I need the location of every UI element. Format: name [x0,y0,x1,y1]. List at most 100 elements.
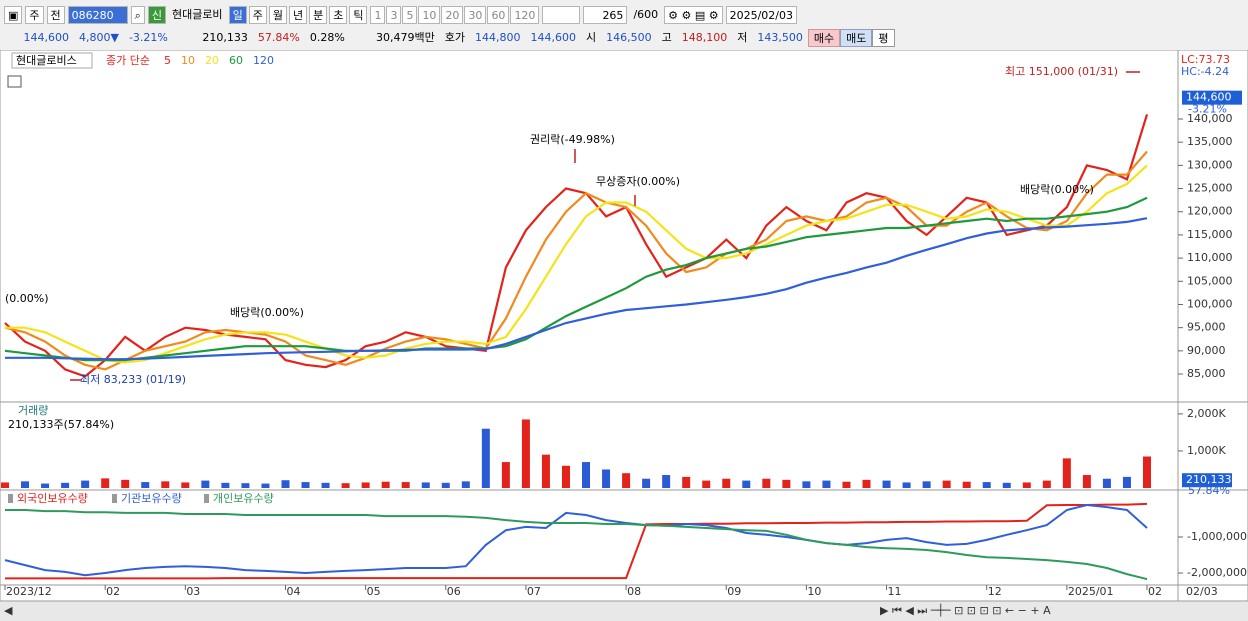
code-input[interactable]: 086280 [67,6,128,24]
volume-bar [862,479,871,488]
volume-bar [1042,480,1051,488]
y-tick-label: -1,000,000 [1187,530,1247,543]
volume-bar [401,482,410,488]
volume-bar [702,480,711,488]
interval-button[interactable]: 5 [402,6,418,24]
volume-bar [1102,478,1111,488]
period-button[interactable]: 틱 [349,6,368,24]
volume-bar [321,482,330,488]
volume-bar [1082,475,1091,488]
period-button[interactable]: 일 [228,6,247,24]
legend-title: 종가 단순 [106,54,150,67]
volume-bar [21,481,30,488]
blank-select[interactable] [542,6,581,24]
interval-button[interactable]: 120 [510,6,540,24]
tool-icons[interactable]: ⚙ ⚙ ▤ ⚙ [664,6,723,24]
interval-button[interactable]: 30 [464,6,487,24]
table-icon[interactable] [7,75,22,88]
x-tick-label: 10 [807,585,821,598]
x-tick-label: 02 [106,585,120,598]
last-price-box [1182,90,1242,105]
x-tick-label: 03 [186,585,200,598]
amount: 30,479백만 [376,31,435,44]
indicator: HC:-4.24 [1181,65,1229,78]
period-button[interactable]: 년 [288,6,308,24]
legend-entry: 5 [164,54,171,67]
change: 4,800▼ [79,31,119,44]
x-tick-label: 12 [988,585,1002,598]
legend-entry: 기관보유수량 [121,492,182,505]
y-tick-label: 125,000 [1187,182,1233,195]
volume-bar [622,473,631,488]
annotation: 무상증자(0.00%) [596,175,680,188]
chart-title: 현대글로비스 [16,54,77,67]
legend-swatch [112,494,117,503]
open-label: 시 [586,31,597,44]
period-button[interactable]: 초 [329,6,348,24]
volume-bar [441,482,450,488]
volume-bar [842,481,851,488]
menu-icon[interactable]: ▣ [4,6,23,24]
volume-bar [381,481,390,488]
legend-box [11,52,93,69]
x-tick-label: 07 [527,585,541,598]
sell-button[interactable]: 매도 [840,29,873,47]
interval-button[interactable]: 20 [441,6,464,24]
volume-bar [1143,456,1151,488]
y-tick-label: 140,000 [1187,112,1233,125]
x-end-label: 02/03 [1186,585,1218,598]
volume-bar [481,428,490,488]
interval-button[interactable]: 3 [386,6,402,24]
legend-swatch [204,494,209,503]
last-change-label: -3.21% [1188,103,1227,116]
volume-bar [602,469,611,488]
scroll-controls[interactable]: ▶ ⏮ ◀ ⏭ ─┼─ ⊡ ⊡ ⊡ ⊡ ← − + A [880,603,1051,617]
rate: -3.21% [128,31,168,44]
search-icon[interactable]: ⌕ [130,6,145,24]
volume-bar [421,482,430,488]
interval-button[interactable]: 1 [370,6,386,24]
avg-button[interactable]: 평 [872,29,895,47]
chart-background [0,50,1248,602]
buy-button[interactable]: 매수 [807,29,841,47]
volume-bar [1,482,9,488]
y-tick-label: 85,000 [1187,367,1226,380]
date-input[interactable]: 2025/02/03 [725,6,798,24]
interval-group: 1 3 5 10 20 30 60 120 [370,6,540,24]
legend-entry: 외국인보유수량 [17,492,88,505]
volume-bar [461,481,470,488]
y-tick-label: 115,000 [1187,228,1233,241]
volume-bar [642,478,651,488]
y-tick-label: 95,000 [1187,321,1226,334]
y-tick-label: 90,000 [1187,344,1226,357]
volume-bar [41,483,50,488]
interval-button[interactable]: 10 [418,6,441,24]
period-button[interactable]: 분 [309,6,328,24]
y-tick-label: 135,000 [1187,135,1233,148]
x-tick-label: 09 [727,585,741,598]
volume-bar [541,454,550,488]
legend-entry: 120 [253,54,274,67]
market-select[interactable]: 주 [25,6,44,24]
volume-bar [521,419,530,488]
compare-button[interactable]: 전 [46,6,65,24]
interval-button[interactable]: 60 [487,6,510,24]
count-input[interactable]: 265 [583,6,628,24]
volume-bar [802,481,811,488]
volume-bar [762,478,771,488]
y-tick-label: 1,000K [1187,444,1226,457]
x-tick-label: 06 [447,585,461,598]
legend-swatch [8,494,13,503]
annotation: (0.00%) [5,292,49,305]
y-tick-label: 2,000K [1187,407,1226,420]
period-button[interactable]: 주 [248,6,267,24]
period-button[interactable]: 월 [268,6,287,24]
high: 148,100 [681,31,728,44]
price: 144,600 [23,31,70,44]
annotation: 배당락(0.00%) [1020,183,1094,196]
turnover: 0.28% [309,31,345,44]
volume-bar [742,480,751,488]
scroll-left[interactable]: ◀ [4,604,13,617]
scrollbar[interactable] [0,602,1248,621]
